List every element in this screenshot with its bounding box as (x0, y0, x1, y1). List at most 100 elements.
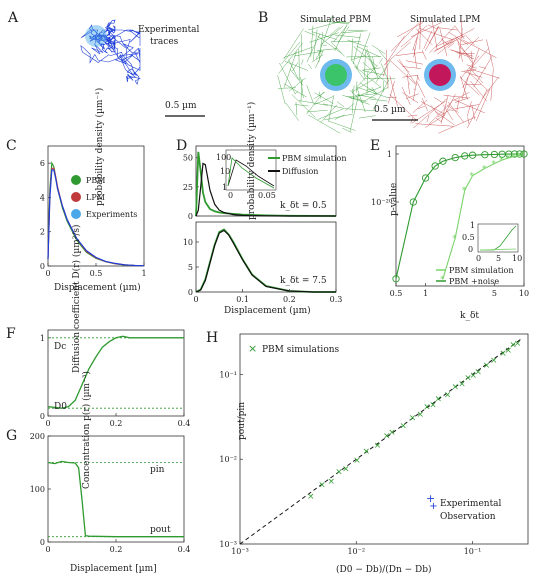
lpm-segment (472, 69, 500, 79)
lpm-segment (447, 101, 465, 123)
axes-h (239, 333, 529, 545)
lpm-segment (390, 21, 420, 52)
pbm-segment (285, 102, 300, 121)
pbm-segment (347, 29, 364, 32)
lpm-segment (456, 98, 460, 111)
point-h-sim: × (509, 341, 517, 351)
pbm-segment (347, 39, 368, 48)
pbm-segment (298, 49, 300, 81)
pbm-segment (369, 98, 388, 102)
pbm-segment (306, 109, 328, 113)
legend-c-exp-marker (71, 209, 81, 219)
x-tick-label: 0.3 (330, 295, 343, 304)
pbm-segment (313, 96, 334, 105)
line-e-0 (395, 153, 524, 279)
panel-label-c: C (6, 138, 17, 154)
x-tick-label: 0 (193, 295, 198, 304)
lpm-segment (466, 70, 489, 92)
pbm-segment (322, 103, 345, 109)
marker-e-sim (461, 152, 469, 160)
x-tick-label: 0 (45, 419, 50, 428)
label-pin: pin (150, 465, 165, 475)
point-h-sim: × (429, 401, 437, 411)
marker-e-noise: * (452, 234, 457, 244)
y-tick-label: 0 (40, 538, 45, 547)
pbm-segment (318, 32, 324, 63)
pbm-segment (292, 62, 299, 72)
pbm-segment (309, 32, 339, 43)
marker-e-sim (421, 174, 430, 182)
marker-e-sim (392, 275, 400, 283)
legend-h-exp-marker: + (426, 492, 435, 505)
pbm-segment (342, 95, 367, 102)
pbm-segment (306, 85, 314, 104)
lpm-segment (419, 28, 454, 41)
lpm-segment (434, 110, 455, 126)
pbm-segment (329, 26, 340, 36)
point-h-sim: × (474, 368, 482, 378)
lpm-segment (438, 116, 476, 134)
lines-d (195, 151, 337, 293)
lpm-segment (467, 117, 470, 125)
pbm-segment (304, 30, 316, 36)
legend-e: PBM simulation PBM +noise (436, 266, 513, 286)
marker-e-sim (431, 162, 439, 170)
marker-e-sim (451, 153, 459, 162)
pbm-segment (317, 108, 344, 120)
panel-label-h: H (206, 330, 218, 346)
label-dc: Dc (54, 342, 66, 352)
lpm-segment (424, 26, 440, 51)
x-tick-label: 0.4 (178, 419, 191, 428)
inset-d-diffusion (227, 159, 275, 187)
pbm-segment (334, 23, 348, 52)
y-tick-label: 4 (40, 193, 45, 202)
inset-d-xtick-005: 0.05 (258, 191, 276, 200)
pbm-segment (328, 94, 335, 122)
lpm-segment (450, 49, 475, 60)
pbm-segment (291, 94, 316, 118)
scalebar-b-label: 0.5 µm (374, 105, 406, 115)
x-tick-label: 0.4 (178, 545, 191, 554)
pbm-segment (350, 86, 382, 100)
pbm-segment (336, 101, 345, 108)
line-f (47, 335, 184, 409)
lpm-segment (454, 104, 480, 110)
legend-e-noise: PBM +noise (449, 277, 499, 286)
x-tick-label: 10⁻² (347, 547, 365, 556)
y-tick-label: 0 (40, 412, 45, 421)
pbm-segment (372, 79, 390, 110)
lpm-segment (412, 75, 419, 101)
pbm-segment (283, 83, 307, 98)
lpm-segment (439, 28, 448, 57)
lpm-segment (429, 26, 456, 54)
lpm-segment (479, 66, 487, 69)
line-g (47, 460, 184, 538)
pbm-segment (364, 51, 366, 77)
lpm-segment (441, 38, 449, 46)
legend-c-pbm-marker (71, 175, 81, 185)
legend-c-lpm: LPM (86, 193, 105, 202)
title-b-lpm: Simulated LPM (410, 15, 480, 25)
lpm-segment (430, 105, 439, 116)
marker-e-noise: * (521, 151, 526, 161)
pbm-segment (320, 104, 338, 123)
y-tick-label: 1 (387, 150, 392, 159)
pbm-segment (351, 38, 353, 60)
lpm-segment (389, 75, 398, 107)
title-b-pbm: Simulated PBM (300, 15, 371, 25)
pbm-segment (350, 59, 359, 69)
marker-e-noise: * (491, 160, 496, 170)
pbm-segment (356, 45, 381, 58)
point-h-sim: × (409, 414, 417, 424)
point-h-sim: × (514, 339, 522, 349)
marker-e-sim (520, 150, 528, 158)
pbm-segment (371, 87, 378, 95)
lpm-segment (425, 114, 445, 128)
panel-label-d: D (176, 138, 187, 154)
pbm-segment (300, 34, 302, 53)
legend-d-pbm: PBM simulation (282, 154, 346, 163)
caption-a-line2: traces (150, 37, 179, 47)
lpm-segment (413, 48, 417, 68)
lpm-traces (382, 19, 500, 134)
